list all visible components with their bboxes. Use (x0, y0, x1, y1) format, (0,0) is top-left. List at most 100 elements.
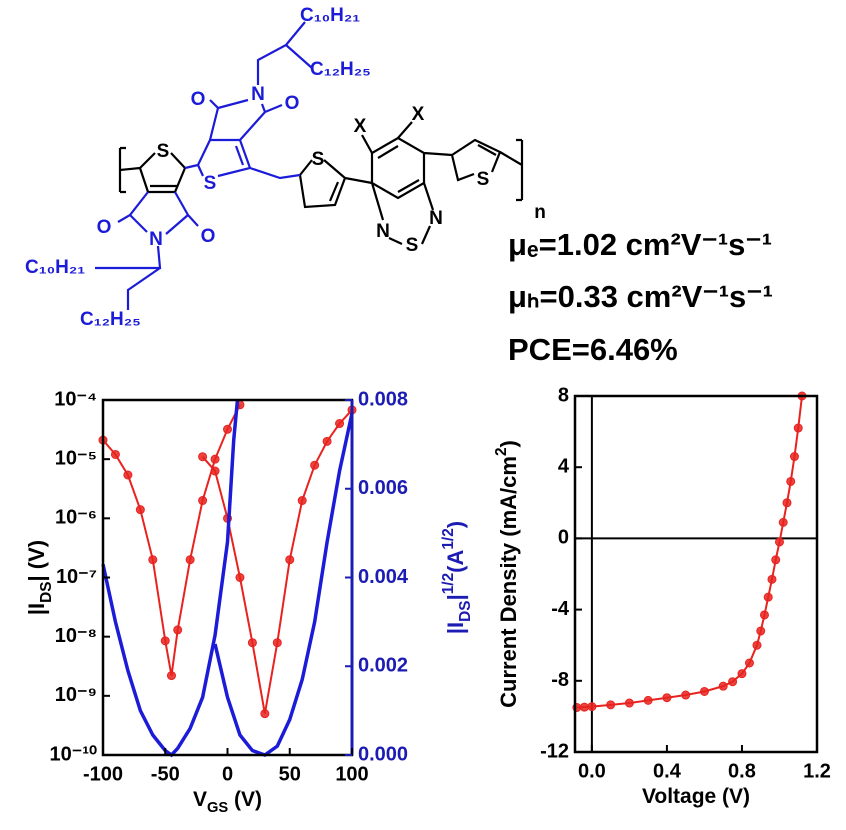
point (774, 537, 784, 547)
label-part: ) (496, 440, 521, 447)
axis-label: |IDS| (V) (24, 540, 55, 615)
series-line (102, 404, 241, 676)
point (235, 573, 245, 582)
point (285, 555, 295, 565)
point (728, 677, 738, 687)
y-tick-label: 0 (558, 527, 569, 549)
mobility-h: μₕ=0.33 cm²V⁻¹s⁻¹ (508, 279, 773, 314)
point (718, 681, 728, 691)
y2-tick-label: 0.000 (358, 743, 408, 765)
label-part: (A (443, 550, 468, 573)
y-tick-label: 10⁻⁸ (55, 625, 97, 647)
atom: O (201, 226, 216, 247)
point (756, 626, 766, 636)
point (210, 466, 220, 476)
axis-label: Current Density (mA/cm2) (493, 440, 521, 708)
label-part: DS (38, 581, 55, 602)
point (135, 505, 145, 515)
label-part: DS (457, 600, 474, 621)
point (198, 496, 208, 506)
x-tick-label: 1.2 (803, 760, 831, 782)
y-tick-label: 10⁻⁶ (55, 507, 97, 529)
atom: S (312, 149, 325, 170)
x-tick-label: 0 (222, 763, 233, 785)
point (643, 695, 653, 705)
point (247, 638, 257, 648)
y-tick-label: 10⁻⁹ (55, 684, 97, 706)
label-part: 1/2 (440, 528, 457, 549)
charts: -100 -50 0 50 100 10⁻¹⁰ 10⁻⁹ 10⁻⁸ 10⁻⁷ 10⁻⁶ 10⁻⁵ 10… (24, 384, 831, 816)
point (778, 517, 788, 527)
point (322, 436, 332, 446)
label-part: |I (443, 622, 468, 634)
label-part: | (443, 594, 468, 600)
y2-tick-label: 0.006 (358, 477, 408, 499)
label-part: | (V) (24, 540, 49, 582)
x-tick-label: -50 (151, 763, 180, 785)
point (606, 700, 616, 710)
atom: S (406, 235, 419, 256)
label-part: Voltage (V) (642, 785, 750, 808)
label-part: ) (443, 521, 468, 528)
y-tick-label: 4 (558, 455, 570, 477)
y2-tick-label: 0.008 (358, 388, 408, 410)
atom: N (376, 221, 390, 242)
atom: X (412, 104, 425, 125)
point (310, 460, 320, 470)
point (744, 658, 754, 668)
atom: O (97, 217, 112, 238)
atom: O (191, 89, 206, 110)
point (624, 698, 634, 708)
label-part: Current Density (mA/cm (496, 456, 521, 708)
black-labels: S S S X X N S N n (157, 104, 546, 256)
point (786, 476, 796, 486)
mobility-e: μₑ=1.02 cm²V⁻¹s⁻¹ (508, 227, 772, 262)
label-part: |I (24, 603, 49, 615)
axis-label: VGS (V) (193, 788, 262, 816)
alkyl: C₁₂H₂₅ (80, 309, 141, 330)
x-tick-label: 100 (335, 763, 368, 785)
point (763, 592, 773, 602)
x-tick-label: 0.0 (578, 760, 606, 782)
atom: S (157, 141, 170, 162)
point (579, 702, 589, 712)
point (752, 640, 762, 650)
y-tick-label: 10⁻⁵ (55, 447, 97, 469)
point (185, 555, 195, 565)
plot-area (572, 391, 807, 712)
repeat-index: n (534, 202, 546, 223)
point (681, 690, 691, 700)
label-part: GS (207, 800, 228, 816)
point (662, 693, 672, 703)
alkyl: C₁₀H₂₁ (300, 5, 360, 26)
point (272, 638, 282, 648)
x-tick-label: 50 (279, 763, 301, 785)
point (789, 452, 799, 462)
point (123, 470, 133, 480)
bonds-blue (95, 21, 313, 310)
atom: N (149, 229, 163, 250)
point (587, 702, 597, 712)
series-line (576, 395, 803, 709)
point (297, 496, 307, 506)
point (160, 636, 170, 646)
atom: N (251, 84, 265, 105)
molecule: C₁₀H₂₁ C₁₂H₂₅ O N O C₁₀H₂₁ C₁₂H₂₅ O N O … (25, 5, 546, 330)
point (335, 419, 345, 429)
y-tick-label: 8 (558, 384, 569, 406)
point (699, 686, 709, 696)
alkyl: C₁₀H₂₁ (25, 257, 85, 278)
point (198, 452, 208, 462)
y2-tick-label: 0.002 (358, 655, 408, 677)
label-part: 2 (493, 447, 510, 456)
point (782, 498, 792, 508)
point (260, 709, 270, 719)
bonds-black (118, 121, 524, 245)
point (793, 423, 803, 433)
axis-label: Voltage (V) (642, 785, 750, 808)
y-tick-label: -12 (540, 740, 569, 762)
label-part: 1/2 (440, 573, 457, 594)
x-tick-label: -100 (83, 763, 123, 785)
point (110, 449, 120, 459)
point (166, 671, 176, 681)
